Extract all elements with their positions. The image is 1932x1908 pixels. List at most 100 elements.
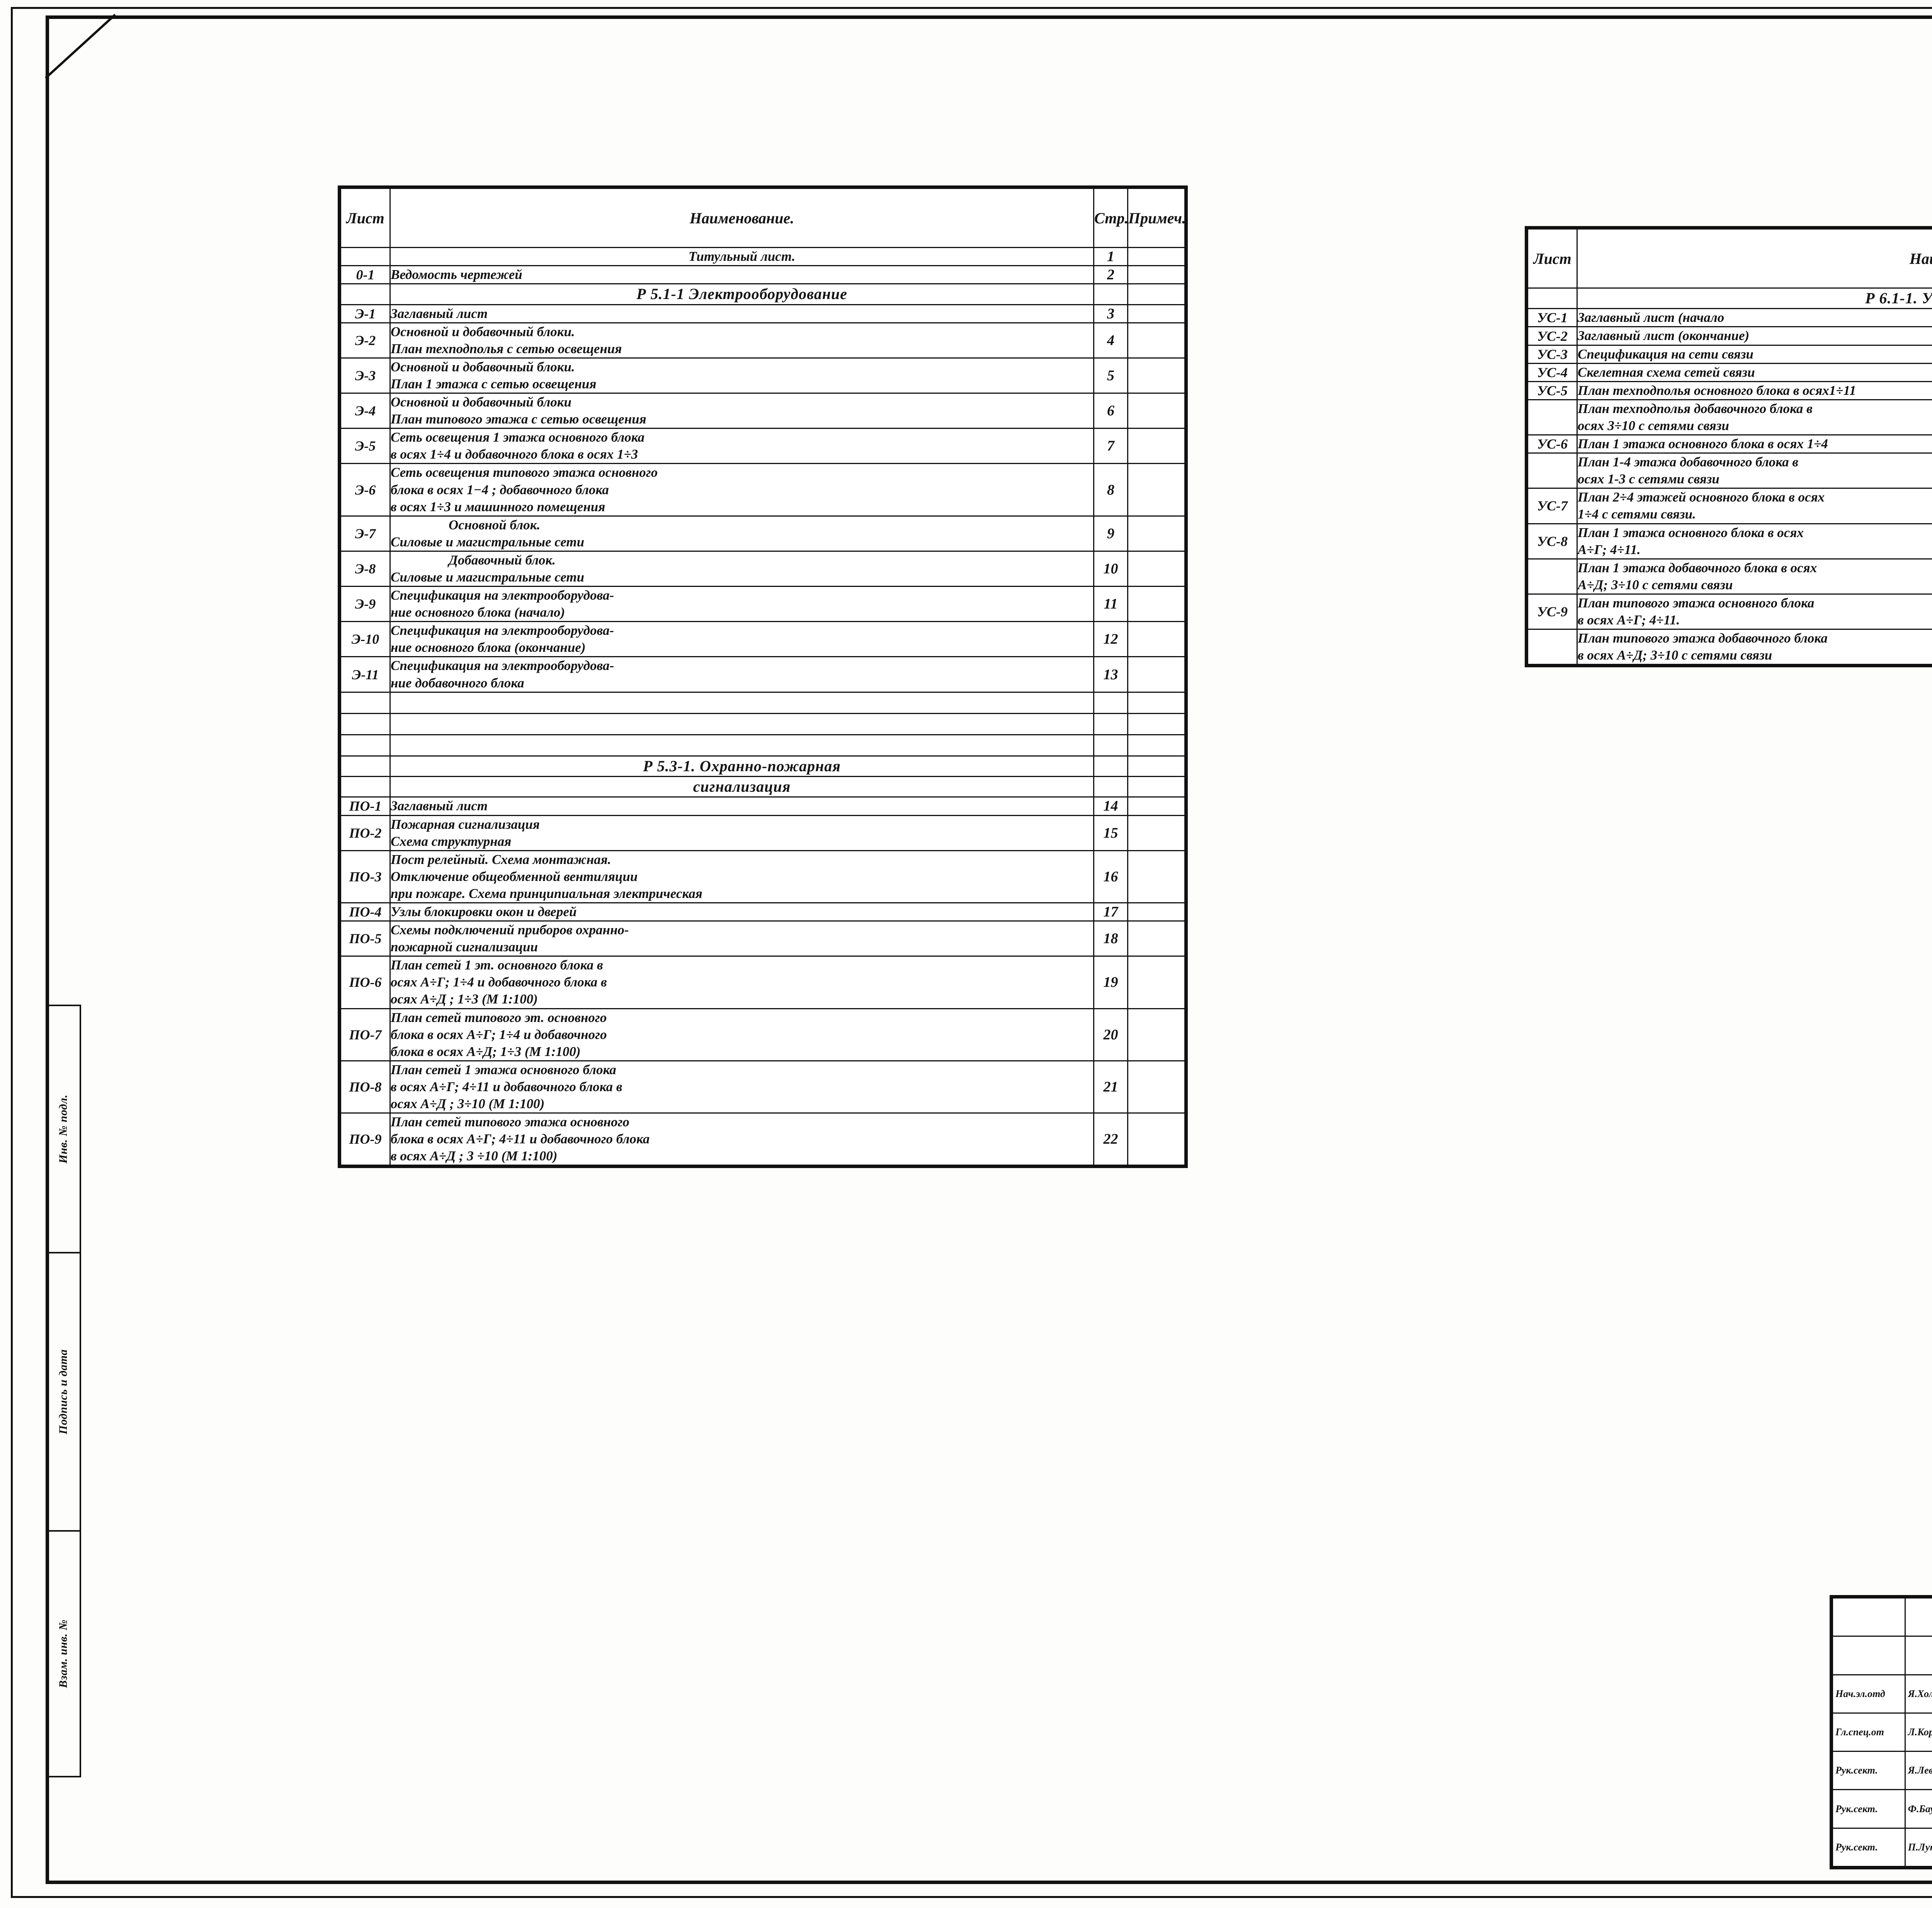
right-table-header-row: ЛистНаименованиеСтр.Примечан.: [1527, 228, 1932, 289]
left-table-name-line: осях А÷Д ; 3÷10 (М 1:100): [391, 1096, 545, 1112]
left-table-cell-page: 13: [1093, 656, 1128, 693]
left-table-cell-name: [389, 713, 1094, 735]
left-table-cell-name: Добавочный блок. Силовые и магистральные …: [389, 550, 1094, 587]
left-table-cell-note: [1127, 796, 1185, 816]
signature-role: Гл.спец.от: [1832, 1712, 1906, 1752]
right-table-header-name: Наименование: [1577, 228, 1932, 289]
left-table-name-line: в осях А÷Г; 4÷11 и добавочного блока в: [391, 1079, 622, 1094]
right-table-row: План 1 этажа добавочного блока в осях А÷Д…: [1527, 558, 1932, 595]
left-table-name-line: ние основного блока (начало): [391, 605, 565, 620]
left-table-cell-list: Э-4: [340, 393, 391, 429]
left-table-row: Э-3 Основной и добавочный блоки. План 1 эт…: [340, 357, 1185, 394]
left-table-cell-name: Основной блок. Силовые и магистральные се…: [389, 515, 1094, 552]
left-table-name-line: в осях А÷Д ; 3 ÷10 (М 1:100): [391, 1148, 558, 1164]
left-table-cell-list: [340, 283, 391, 305]
signature-row: Рук.сект.П.Лунин✍13.12.79: [1832, 1827, 1932, 1867]
right-table-cell-list: [1527, 287, 1578, 309]
left-table-cell-name: Заглавный лист: [389, 796, 1094, 816]
right-table-cell-list: УС-1: [1527, 308, 1578, 328]
right-table-name-line: Р 6.1-1. Устройства связи: [1865, 289, 1932, 307]
right-table-cell-list: [1527, 629, 1578, 665]
left-table-header-row: Лист Наименование. Стр. Примеч.: [340, 188, 1186, 248]
right-table-row: План техподполья добавочного блока в осях…: [1527, 399, 1932, 436]
left-table-name-line: План техподполья с сетью освещения: [391, 341, 622, 356]
right-table-name-line: 1÷4 с сетями связи.: [1578, 507, 1696, 522]
left-table-cell-page: 18: [1093, 920, 1128, 957]
signature-spacer-row: [1832, 1636, 1932, 1675]
left-table-row: ПО-5 Схемы подключений приборов охранно-п…: [340, 920, 1185, 957]
right-table-cell-list: [1527, 452, 1578, 489]
right-table-cell-list: УС-9: [1527, 593, 1578, 630]
left-table-cell-list: ПО-9: [340, 1112, 391, 1166]
left-table-cell-page: [1093, 283, 1128, 305]
right-table-name-line: Спецификация на сети связи: [1578, 346, 1753, 362]
margin-label-vzam-inv: Взам. инв. №: [57, 1619, 70, 1688]
left-table-cell-page: 21: [1093, 1060, 1128, 1114]
left-table-header-list: Лист: [340, 188, 391, 248]
left-table-name-line: сигнализация: [693, 778, 791, 796]
left-table-cell-list: [340, 247, 391, 267]
left-table-cell-note: [1127, 283, 1185, 305]
left-table-name-line: блока в осях А÷Г; 4÷11 и добавочного бло…: [391, 1131, 650, 1147]
left-table-cell-list: ПО-3: [340, 850, 391, 903]
left-table-row: ПО-4 Узлы блокировки окон и дверей 17: [340, 902, 1185, 922]
left-table-row: Э-7 Основной блок. Силовые и магистральные…: [340, 515, 1185, 552]
left-table-row: Э-9 Спецификация на электрооборудова-ние …: [340, 586, 1185, 622]
left-table-row: ПО-3 Пост релейный. Схема монтажная. Отклю…: [340, 850, 1185, 903]
left-table-cell-note: [1127, 393, 1185, 429]
margin-cell-vzam-inv: Взам. инв. №: [46, 1530, 81, 1777]
right-table-name-line: Скелетная схема сетей связи: [1578, 364, 1755, 380]
left-table-cell-page: 6: [1093, 393, 1128, 429]
signature-role: Нач.эл.отд: [1832, 1674, 1906, 1714]
left-table-cell-page: [1093, 691, 1128, 714]
right-table-cell-list: [1527, 558, 1578, 595]
sheet-frame-inner: [46, 15, 1932, 1884]
left-table-name-line: Ведомость чертежей: [391, 267, 522, 282]
right-table-row: План 1-4 этажа добавочного блока в осях 1…: [1527, 452, 1932, 489]
left-table-cell-list: Э-11: [340, 656, 391, 693]
margin-label-podpis-data: Подпись и дата: [57, 1349, 70, 1435]
left-table-cell-page: 2: [1093, 265, 1128, 285]
left-table-cell-note: [1127, 1112, 1185, 1166]
left-table-cell-name: [389, 734, 1094, 757]
left-table-cell-note: [1127, 322, 1185, 359]
left-table-name-line: Схемы подключений приборов охранно-: [391, 922, 629, 938]
left-table-cell-page: 4: [1093, 322, 1128, 359]
left-table-row: Э-10 Спецификация на электрооборудова-ние…: [340, 621, 1185, 658]
left-table-cell-name: Сеть освещения 1 этажа основного блока в …: [389, 428, 1094, 464]
right-table-cell-list: УС-4: [1527, 362, 1578, 382]
margin-cell-inv-podl: Инв. № подл.: [46, 1005, 81, 1252]
left-table-cell-name: Основной и добавочный блоки. План техподп…: [389, 322, 1094, 359]
left-table-name-line: План сетей 1 этажа основного блока: [391, 1062, 616, 1077]
left-table-cell-list: ПО-6: [340, 956, 391, 1009]
right-table-name-line: План 1 этажа основного блока в осях 1÷4: [1578, 436, 1828, 452]
signature-role: Рук.сект.: [1832, 1789, 1906, 1829]
left-table-row: Титульный лист. 1: [340, 247, 1185, 267]
left-table-name-line: блока в осях А÷Г; 1÷4 и добавочного: [391, 1027, 607, 1042]
right-table-row: План типового этажа добавочного блока в о…: [1527, 629, 1932, 665]
left-table-cell-list: [340, 691, 391, 714]
left-table-cell-note: [1127, 621, 1185, 658]
left-table-cell-note: [1127, 1008, 1185, 1061]
signature-name: Я.Левин: [1904, 1751, 1932, 1791]
left-table-name-line: Спецификация на электрооборудова-: [391, 658, 614, 673]
left-table-header-page: Стр.: [1093, 188, 1128, 248]
left-table-cell-name: Ведомость чертежей: [389, 265, 1094, 285]
right-table-cell-name: План типового этажа добавочного блока в о…: [1577, 629, 1932, 665]
left-table-cell-list: Э-7: [340, 515, 391, 552]
left-table-cell-name: Титульный лист.: [389, 247, 1094, 267]
left-table-cell-page: 20: [1093, 1008, 1128, 1061]
left-table-cell-note: [1127, 265, 1185, 285]
left-table-row: ПО-2 Пожарная сигнализация Схема структурн…: [340, 815, 1185, 851]
left-table-cell-note: [1127, 815, 1185, 851]
left-table-cell-name: Заглавный лист: [389, 304, 1094, 323]
right-table-name-line: А÷Д; 3÷10 с сетями связи: [1578, 577, 1733, 592]
left-table-row: Э-6 Сеть освещения типового этажа основно…: [340, 463, 1185, 517]
left-table-cell-page: [1093, 776, 1128, 798]
left-table-name-line: План 1 этажа с сетью освещения: [391, 376, 597, 391]
left-table-cell-list: ПО-8: [340, 1060, 391, 1114]
left-table-cell-page: 12: [1093, 621, 1128, 658]
left-table-cell-page: 3: [1093, 304, 1128, 323]
right-table-name-line: осях 1-3 с сетями связи: [1578, 471, 1719, 487]
